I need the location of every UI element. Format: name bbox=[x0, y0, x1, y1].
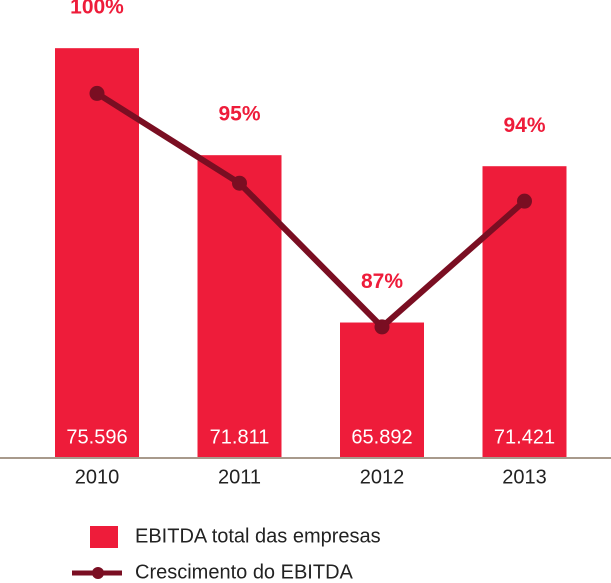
percent-label: 100% bbox=[70, 0, 124, 19]
percent-label: 95% bbox=[218, 103, 260, 126]
legend-label: EBITDA total das empresas bbox=[135, 525, 381, 547]
legend-point bbox=[92, 567, 104, 579]
x-tick-label: 2010 bbox=[75, 466, 120, 488]
line-point bbox=[517, 193, 532, 209]
x-tick-label: 2011 bbox=[218, 466, 261, 488]
bar-value-label: 65.892 bbox=[351, 426, 412, 448]
legend-swatch bbox=[90, 526, 118, 548]
bar-value-label: 75.596 bbox=[66, 426, 127, 448]
bar bbox=[482, 166, 567, 458]
line-point bbox=[374, 319, 390, 335]
percent-label: 87% bbox=[361, 270, 403, 293]
x-tick-label: 2013 bbox=[502, 466, 547, 488]
bar-value-label: 71.811 bbox=[210, 426, 270, 448]
percent-label: 94% bbox=[503, 114, 545, 137]
bar bbox=[340, 322, 424, 458]
legend-label: Crescimento do EBITDA bbox=[135, 561, 354, 583]
line bbox=[95, 90, 527, 330]
line-point bbox=[232, 175, 247, 191]
bar-value-label: 71.421 bbox=[494, 426, 555, 448]
bar bbox=[197, 155, 282, 458]
bar bbox=[55, 48, 139, 459]
line-point bbox=[89, 85, 105, 101]
x-tick-label: 2012 bbox=[360, 466, 405, 488]
